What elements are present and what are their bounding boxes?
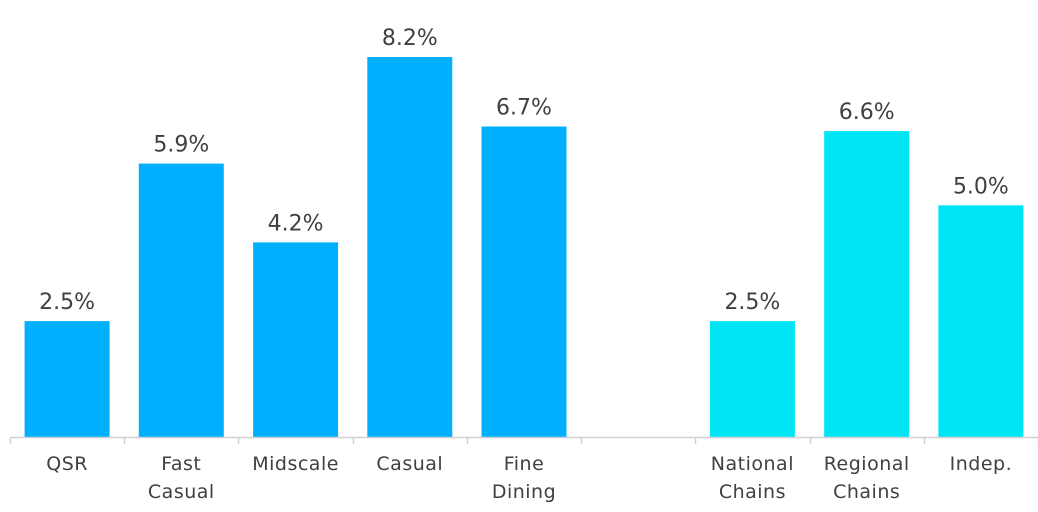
category-label-line: Casual [148, 481, 215, 503]
category-label-indep: Indep. [950, 453, 1013, 475]
bar-regional-chains [824, 131, 909, 437]
category-label-line: QSR [46, 453, 88, 475]
bar-indep [938, 205, 1023, 437]
category-label-fast-casual: Fast Casual [148, 453, 215, 503]
category-label-line: Casual [376, 453, 443, 475]
data-label-qsr: 2.5% [39, 290, 95, 315]
bar-midscale [253, 242, 338, 437]
category-label-line: Indep. [950, 453, 1013, 475]
category-label-midscale: Midscale [252, 453, 339, 475]
bar-fast-casual [139, 164, 224, 437]
category-label-line: Chains [833, 481, 900, 503]
category-label-line: Fine [504, 453, 545, 475]
category-labels-layer: QSR Fast Casual Midscale Casual Fine Dining Nat… [46, 453, 1012, 503]
category-label-line: Chains [719, 481, 786, 503]
category-label-casual: Casual [376, 453, 443, 475]
data-label-national-chains: 2.5% [724, 290, 780, 315]
data-label-regional-chains: 6.6% [839, 100, 895, 125]
category-label-national-chains: National Chains [711, 453, 794, 503]
bar-fine-dining [482, 127, 567, 438]
data-label-casual: 8.2% [382, 26, 438, 51]
category-label-line: Midscale [252, 453, 339, 475]
bar-casual [367, 57, 452, 437]
data-label-indep: 5.0% [953, 174, 1009, 199]
category-label-line: Fast [161, 453, 201, 475]
category-label-line: National [711, 453, 794, 475]
bar-qsr [25, 321, 110, 437]
category-label-fine-dining: Fine Dining [492, 453, 556, 503]
category-label-line: Regional [824, 453, 910, 475]
data-label-fine-dining: 6.7% [496, 96, 552, 121]
category-label-line: Dining [492, 481, 556, 503]
category-label-qsr: QSR [46, 453, 88, 475]
data-label-midscale: 4.2% [268, 211, 324, 236]
x-axis [10, 437, 1038, 444]
category-label-regional-chains: Regional Chains [824, 453, 910, 503]
bar-national-chains [710, 321, 795, 437]
data-label-fast-casual: 5.9% [153, 133, 209, 158]
